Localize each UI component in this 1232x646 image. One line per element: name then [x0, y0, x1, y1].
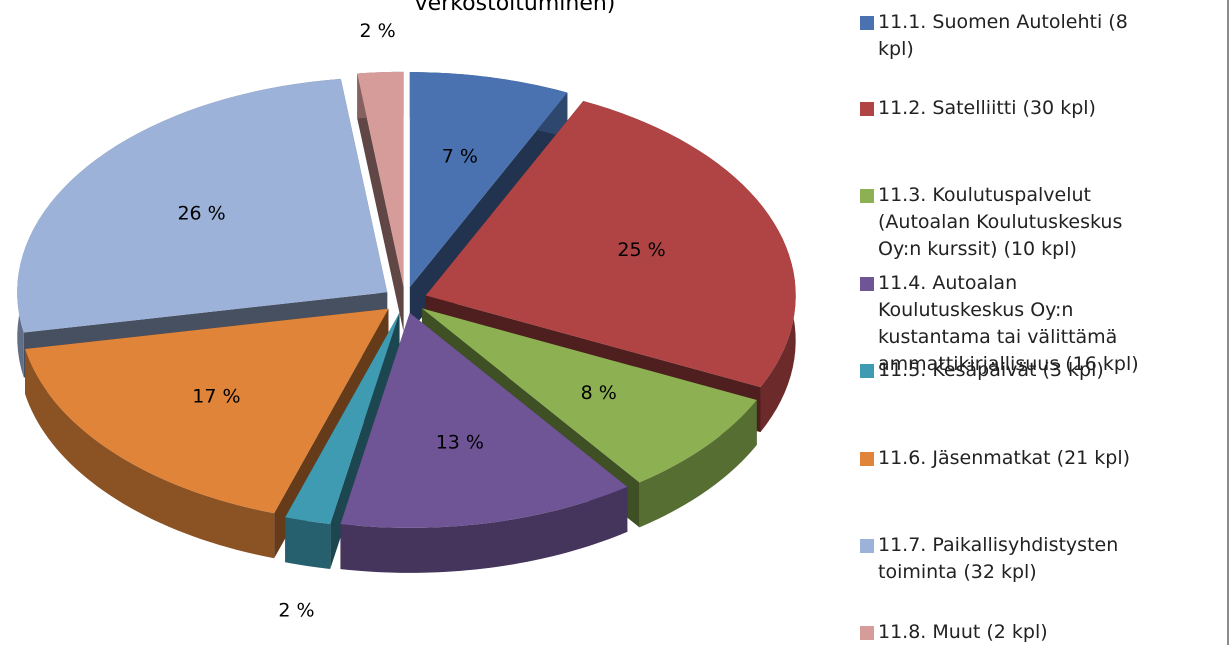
slice	[17, 78, 388, 333]
pie-tops	[17, 71, 796, 528]
slice	[357, 71, 404, 287]
data-label: 25 %	[617, 239, 665, 261]
slice-side	[340, 486, 628, 573]
data-label: 13 %	[436, 431, 484, 453]
legend-label: 11.6. Jäsenmatkat (21 kpl)	[878, 447, 1131, 469]
legend-item: 11.5. Kesäpäivät (3 kpl)	[860, 357, 1160, 384]
legend-item: 11.4. Autoalan Koulutuskeskus Oy:n kusta…	[860, 270, 1160, 378]
slice	[285, 312, 400, 524]
legend-swatch	[860, 626, 874, 640]
slice	[25, 308, 389, 514]
legend-item: 11.1. Suomen Autolehti (8 kpl)	[860, 9, 1160, 63]
slice	[409, 72, 568, 288]
legend-swatch	[860, 452, 874, 466]
slice	[425, 100, 796, 388]
slice	[421, 308, 757, 483]
legend-label: 11.3. Koulutuspalvelut (Autoalan Koulutu…	[878, 184, 1123, 260]
data-label: 8 %	[581, 382, 617, 404]
data-label: 2 %	[360, 20, 396, 42]
data-label: 17 %	[192, 385, 240, 407]
legend-label: 11.4. Autoalan Koulutuskeskus Oy:n kusta…	[878, 272, 1139, 375]
legend-swatch	[860, 102, 874, 116]
slice-side	[285, 517, 331, 569]
data-label: 2 %	[278, 600, 314, 622]
slice-side	[639, 399, 757, 528]
legend-label: 11.2. Satelliitti (30 kpl)	[878, 97, 1096, 119]
legend-label: 11.5. Kesäpäivät (3 kpl)	[878, 359, 1104, 381]
legend-label: 11.8. Muut (2 kpl)	[878, 621, 1048, 643]
legend-item: 11.2. Satelliitti (30 kpl)	[860, 95, 1160, 122]
legend-swatch	[860, 539, 874, 553]
legend-label: 11.1. Suomen Autolehti (8 kpl)	[878, 11, 1128, 60]
chart-title: verkostoituminen)	[415, 0, 616, 16]
legend-swatch	[860, 16, 874, 30]
legend-swatch	[860, 189, 874, 203]
data-label: 26 %	[177, 202, 225, 224]
legend-item: 11.8. Muut (2 kpl)	[860, 619, 1160, 646]
legend-item: 11.3. Koulutuspalvelut (Autoalan Koulutu…	[860, 182, 1160, 263]
slice	[340, 312, 628, 528]
legend-label: 11.7. Paikallisyhdistysten toiminta (32 …	[878, 534, 1119, 583]
data-label: 7 %	[442, 146, 478, 168]
legend-item: 11.6. Jäsenmatkat (21 kpl)	[860, 445, 1160, 472]
slice-wall	[357, 73, 404, 332]
legend-item: 11.7. Paikallisyhdistysten toiminta (32 …	[860, 532, 1160, 586]
legend-swatch	[860, 277, 874, 291]
legend-swatch	[860, 364, 874, 378]
slice-side	[25, 349, 275, 559]
